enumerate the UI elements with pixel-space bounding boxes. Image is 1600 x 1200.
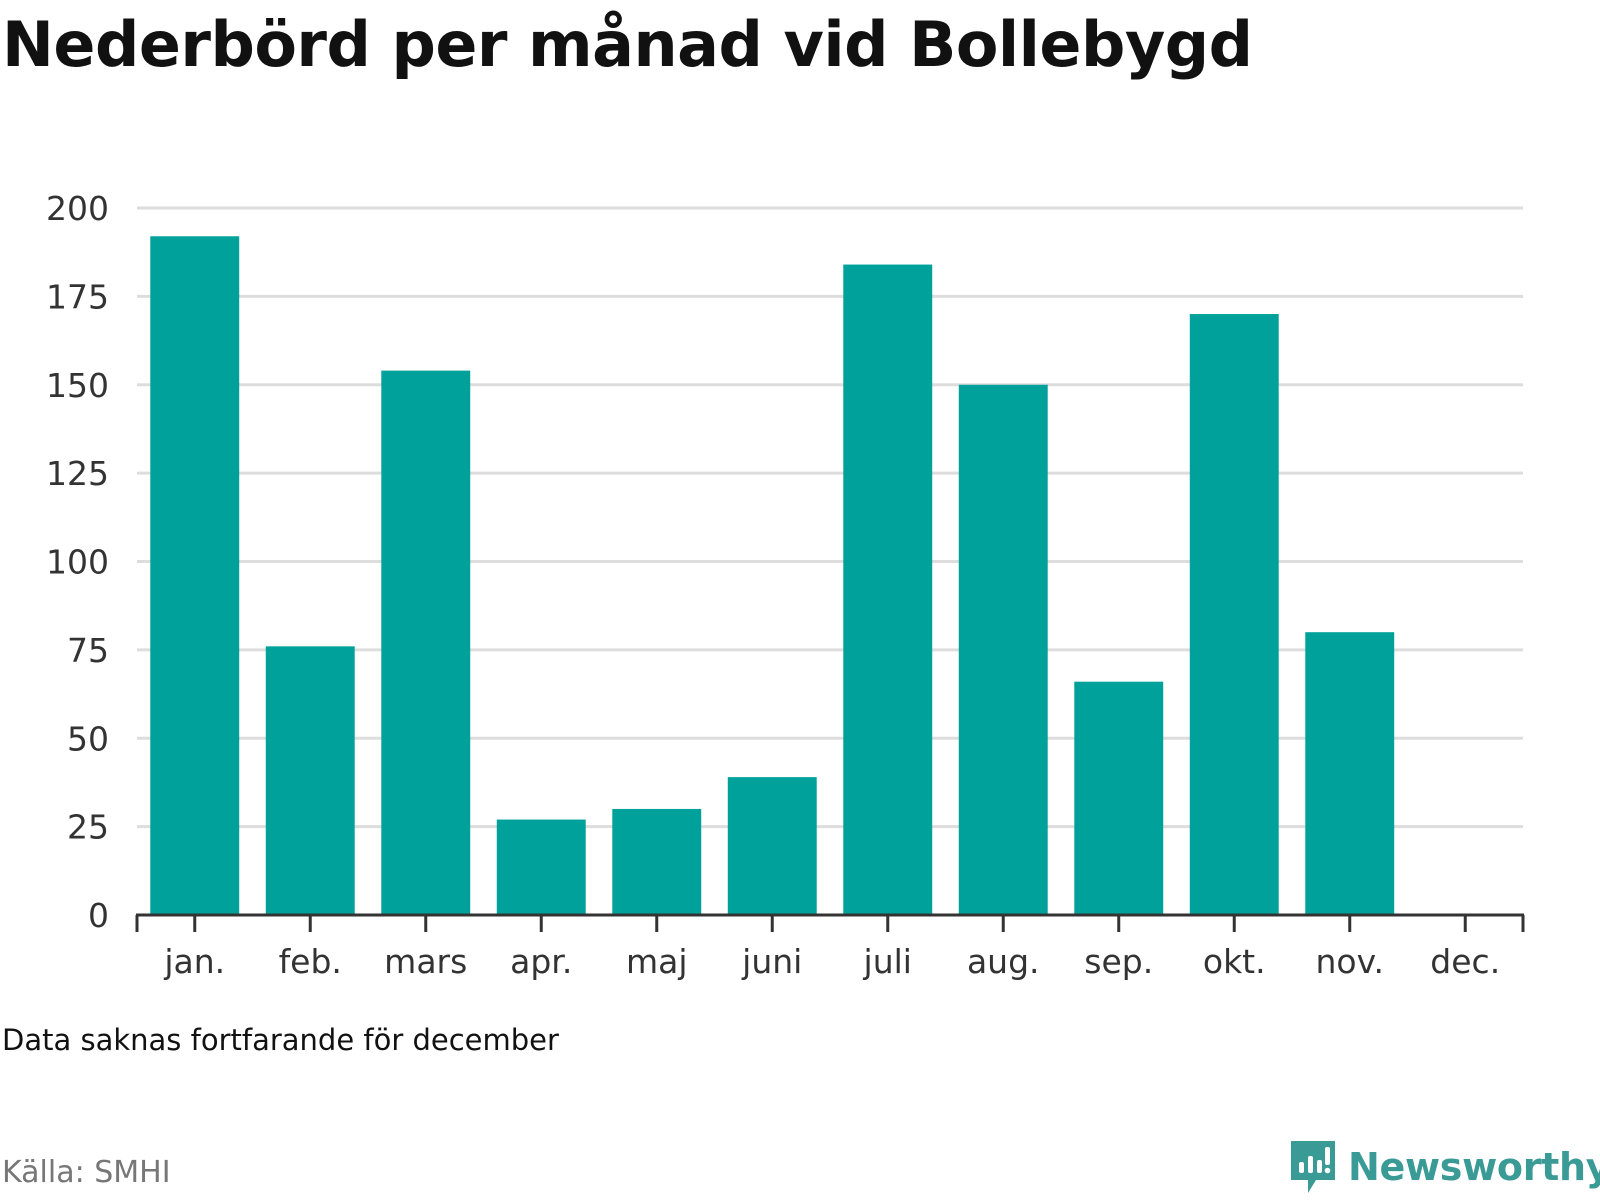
y-tick-label: 75 — [67, 631, 109, 670]
source-credit: Källa: SMHI — [2, 1155, 171, 1190]
bar-sep — [1074, 681, 1164, 915]
x-axis — [135, 913, 1525, 932]
y-tick-label: 0 — [88, 896, 109, 935]
bar-mars — [381, 370, 471, 915]
x-tick-label: apr. — [510, 942, 572, 981]
bars — [150, 236, 1395, 915]
y-tick-label: 125 — [46, 454, 109, 493]
y-tick-label: 100 — [46, 543, 109, 582]
x-tick-label: aug. — [967, 942, 1040, 981]
y-tick-label: 50 — [67, 719, 109, 758]
y-tick-label: 175 — [46, 277, 109, 316]
bar-juni — [727, 777, 817, 915]
bar-feb — [265, 646, 355, 915]
bar-maj — [612, 808, 702, 915]
y-tick-label: 150 — [46, 366, 109, 405]
x-tick-label: jan. — [163, 942, 225, 981]
bar-okt — [1189, 314, 1279, 915]
bar-juli — [843, 264, 933, 915]
bar-apr — [496, 819, 586, 915]
x-tick-labels: jan. feb. mars apr. maj juni juli aug. sep. okt. n… — [163, 942, 1500, 981]
x-tick-label: juni — [741, 942, 802, 981]
bar-nov — [1305, 632, 1395, 915]
newsworthy-logo-icon — [1291, 1141, 1335, 1193]
y-tick-label: 200 — [46, 189, 109, 228]
gridlines — [137, 206, 1523, 829]
newsworthy-brand[interactable]: Newsworthy — [1288, 1138, 1600, 1196]
missing-data-note: Data saknas fortfarande för december — [2, 1023, 559, 1057]
x-tick-label: sep. — [1084, 942, 1153, 981]
chart-title: Nederbörd per månad vid Bollebygd — [2, 8, 1253, 81]
bar-jan — [150, 236, 240, 915]
bar-aug — [958, 384, 1048, 915]
x-tick-label: okt. — [1203, 942, 1266, 981]
x-tick-label: mars — [384, 942, 467, 981]
x-tick-label: nov. — [1315, 942, 1384, 981]
y-tick-label: 25 — [67, 808, 109, 847]
x-tick-label: juli — [863, 942, 912, 981]
x-tick-label: maj — [626, 942, 688, 981]
y-tick-labels: 0 25 50 75 100 125 150 175 200 — [46, 189, 109, 935]
brand-name: Newsworthy — [1348, 1145, 1600, 1189]
x-tick-label: feb. — [279, 942, 342, 981]
x-tick-label: dec. — [1430, 942, 1500, 981]
